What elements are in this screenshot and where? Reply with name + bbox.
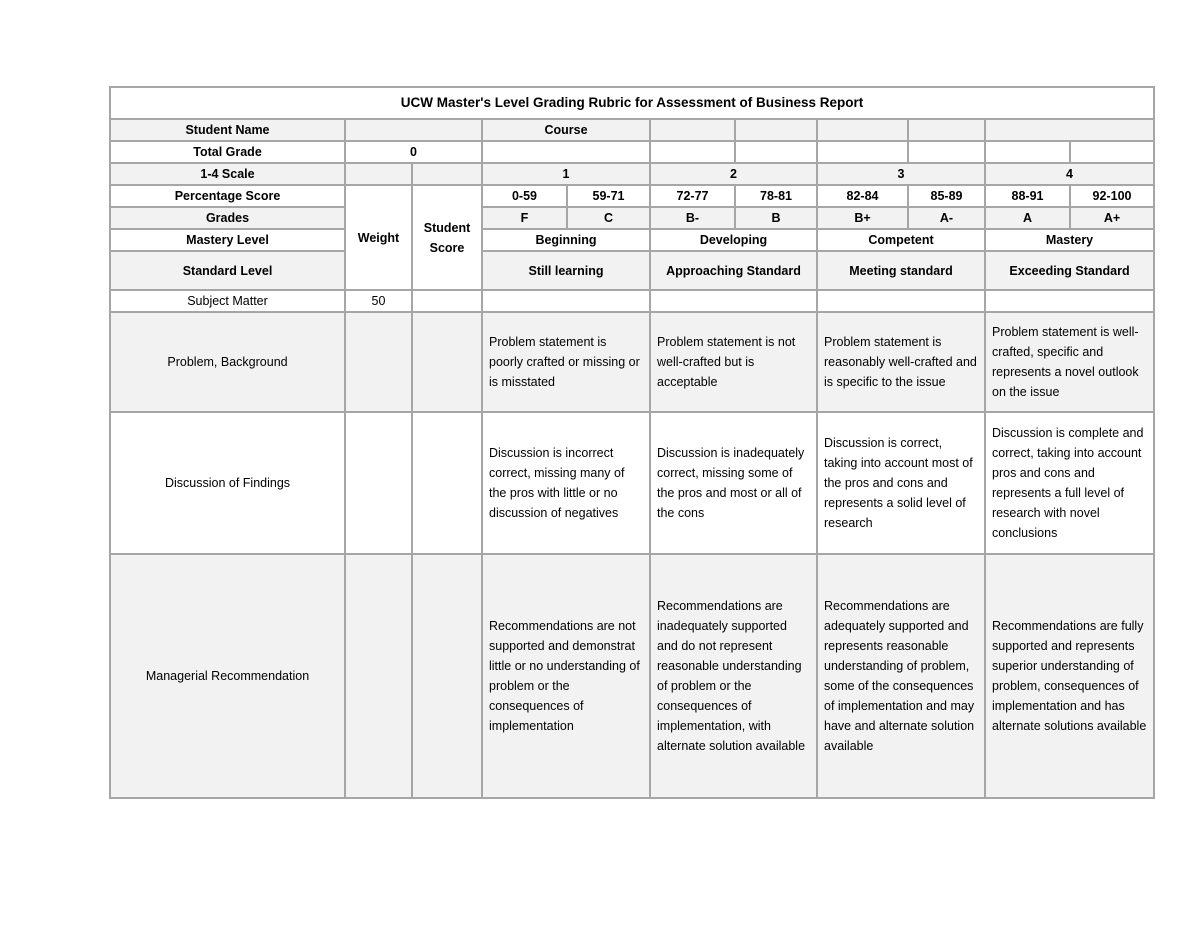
standard-row: Standard Level Still learning Approachin… (109, 250, 1156, 291)
criterion-name: Problem, Background (109, 311, 346, 413)
grade: A- (907, 206, 986, 230)
percentage-row: Percentage Score Weight Student Score 0-… (109, 184, 1156, 291)
criterion-row-problem: Problem, Background Problem statement is… (109, 311, 1156, 413)
mastery-label: Mastery Level (109, 228, 346, 252)
grade: B- (649, 206, 736, 230)
level-description: Recommendations are fully supported and … (983, 553, 1156, 799)
level-description: Discussion is complete and correct, taki… (983, 411, 1156, 555)
empty-cell (907, 118, 986, 142)
grade: C (566, 206, 651, 230)
scale-4: 4 (983, 162, 1156, 186)
empty-cell (907, 140, 986, 164)
level-description: Problem statement is well-crafted, speci… (983, 311, 1156, 413)
percentage-range: 88-91 (984, 184, 1071, 208)
standard-level: Meeting standard (816, 250, 986, 291)
percentage-range: 85-89 (907, 184, 986, 208)
mastery-level: Competent (816, 228, 986, 252)
student-score-field[interactable] (411, 289, 483, 313)
criterion-weight (344, 553, 413, 799)
percentage-range: 59-71 (566, 184, 651, 208)
total-grade-value: 0 (344, 140, 483, 164)
empty-cell (734, 140, 818, 164)
grade: A+ (1068, 206, 1156, 230)
criterion-weight (344, 411, 413, 555)
level-description: Discussion is incorrect correct, missing… (481, 411, 651, 555)
percentage-range: 82-84 (816, 184, 909, 208)
level-description: Problem statement is not well-crafted bu… (649, 311, 818, 413)
course-field[interactable] (649, 118, 736, 142)
criterion-weight (344, 311, 413, 413)
grade: F (481, 206, 568, 230)
weight-header: Weight (344, 184, 413, 291)
criterion-name: Discussion of Findings (109, 411, 346, 555)
student-score-field[interactable] (411, 311, 483, 413)
empty-cell (411, 162, 483, 186)
mastery-level: Developing (649, 228, 818, 252)
student-score-header: Student Score (411, 184, 483, 291)
percentage-range: 78-81 (734, 184, 818, 208)
empty-cell (481, 140, 651, 164)
criterion-row-discussion: Discussion of Findings Discussion is inc… (109, 411, 1156, 555)
student-name-label: Student Name (109, 118, 346, 142)
grade: A (984, 206, 1071, 230)
level-description: Recommendations are not supported and de… (481, 553, 651, 799)
mastery-level: Mastery (983, 228, 1156, 252)
standard-label: Standard Level (109, 250, 346, 291)
criterion-row-subject-matter: Subject Matter 50 (109, 289, 1156, 313)
grade: B+ (816, 206, 909, 230)
empty-cell (344, 162, 413, 186)
level-description (649, 289, 818, 313)
student-score-field[interactable] (411, 553, 483, 799)
criterion-name: Subject Matter (109, 289, 346, 313)
level-description: Discussion is inadequately correct, miss… (649, 411, 818, 555)
empty-cell (984, 140, 1071, 164)
empty-cell (816, 140, 909, 164)
student-score-field[interactable] (411, 411, 483, 555)
page-title: UCW Master's Level Grading Rubric for As… (108, 86, 1156, 120)
total-grade-row: Total Grade 0 (109, 140, 1156, 164)
standard-level: Exceeding Standard (983, 250, 1156, 291)
percentage-range: 72-77 (649, 184, 736, 208)
grading-rubric-table: UCW Master's Level Grading Rubric for As… (108, 86, 1156, 799)
empty-cell (1068, 140, 1156, 164)
criterion-row-managerial: Managerial Recommendation Recommendation… (109, 553, 1156, 799)
mastery-level: Beginning (481, 228, 651, 252)
standard-level: Approaching Standard (649, 250, 818, 291)
grades-row: Grades F C B- B B+ A- A A+ (109, 206, 1156, 230)
scale-2: 2 (649, 162, 818, 186)
empty-cell (649, 140, 736, 164)
grades-label: Grades (109, 206, 346, 230)
student-name-field[interactable] (344, 118, 483, 142)
empty-cell (983, 118, 1156, 142)
level-description (983, 289, 1156, 313)
course-label: Course (481, 118, 651, 142)
level-description (481, 289, 651, 313)
title-row: UCW Master's Level Grading Rubric for As… (108, 86, 1156, 120)
criterion-name: Managerial Recommendation (109, 553, 346, 799)
scale-label: 1-4 Scale (109, 162, 346, 186)
total-grade-label: Total Grade (109, 140, 346, 164)
scale-row: 1-4 Scale 1 2 3 4 (109, 162, 1156, 186)
mastery-row: Mastery Level Beginning Developing Compe… (109, 228, 1156, 252)
level-description: Recommendations are adequately supported… (816, 553, 986, 799)
level-description: Problem statement is reasonably well-cra… (816, 311, 986, 413)
criterion-weight: 50 (344, 289, 413, 313)
empty-cell (816, 118, 909, 142)
level-description: Recommendations are inadequately support… (649, 553, 818, 799)
level-description: Discussion is correct, taking into accou… (816, 411, 986, 555)
level-description: Problem statement is poorly crafted or m… (481, 311, 651, 413)
percentage-label: Percentage Score (109, 184, 346, 208)
percentage-range: 0-59 (481, 184, 568, 208)
student-name-row: Student Name Course (109, 118, 1156, 142)
standard-level: Still learning (481, 250, 651, 291)
level-description (816, 289, 986, 313)
grade: B (734, 206, 818, 230)
scale-1: 1 (481, 162, 651, 186)
percentage-range: 92-100 (1068, 184, 1156, 208)
empty-cell (734, 118, 818, 142)
scale-3: 3 (816, 162, 986, 186)
